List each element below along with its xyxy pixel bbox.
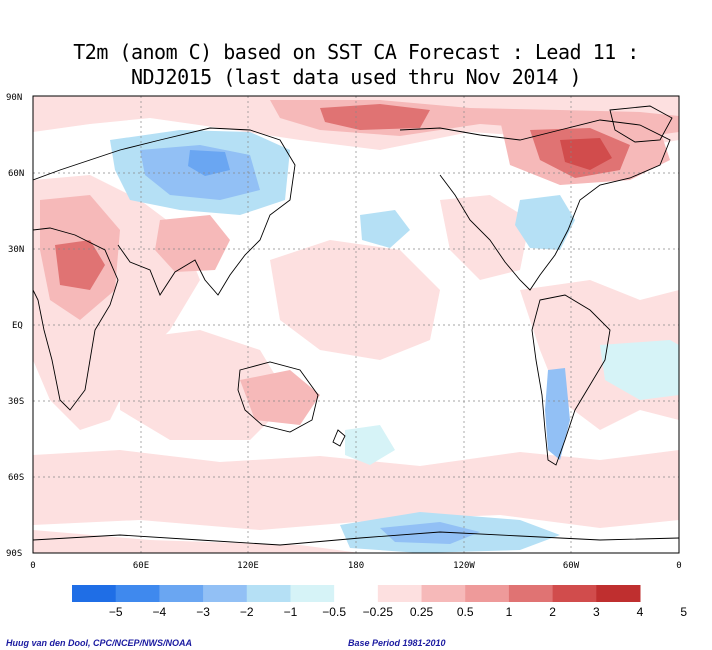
coast-australia — [237, 361, 319, 433]
longitude-axis: 0 60E 120E 180 120W 60W 0 — [30, 561, 681, 571]
lat-label-60s: 60S — [8, 473, 24, 483]
warm-anomaly-antarctic — [33, 530, 360, 553]
anomaly-field — [33, 96, 679, 553]
lon-label-120w: 120W — [453, 561, 475, 571]
colorbar-swatch — [377, 585, 423, 602]
colorbar-swatch — [465, 585, 510, 602]
cold-anomaly-eastern-us — [515, 195, 575, 250]
coast-south-america — [531, 294, 611, 466]
coast-greenland — [609, 105, 673, 143]
colorbar-tick-label: 5 — [680, 605, 687, 619]
cold-anomaly-siberia-strong — [188, 150, 230, 176]
latitude-axis: 90N 60N 30N EQ 30S 60S 90S — [6, 93, 24, 559]
colorbar-swatch — [421, 585, 466, 602]
lat-label-30s: 30S — [8, 397, 24, 407]
cold-anomaly-tasman — [345, 425, 395, 465]
warm-anomaly-southern-ocean — [33, 450, 679, 530]
warm-anomaly-sahara — [55, 240, 105, 290]
colorbar-swatch — [508, 585, 554, 602]
colorbar-tick-label: −5 — [109, 605, 123, 619]
graticule — [33, 96, 679, 553]
base-period-note: Base Period 1981-2010 — [348, 638, 446, 648]
lon-label-120e: 120E — [237, 561, 259, 571]
colorbar-tick-label: −1 — [284, 605, 298, 619]
coast-eurasia — [33, 127, 296, 296]
colorbar-tick-label: 0.25 — [410, 605, 434, 619]
lat-label-eq: EQ — [12, 321, 23, 331]
coast-africa — [33, 227, 119, 411]
colorbar: −5 −4 −3 −2 −1 −0.5 −0.25 0.25 0.5 1 2 3 4 5 — [72, 585, 687, 619]
lon-label-0: 0 — [30, 561, 35, 571]
coast-new-zealand — [332, 429, 346, 447]
coast-antarctica — [33, 531, 679, 546]
colorbar-tick-label: 2 — [549, 605, 556, 619]
cold-anomaly-north-pacific — [360, 210, 410, 248]
map-frame — [32, 95, 680, 554]
lat-label-90n: 90N — [6, 93, 22, 103]
cold-anomaly-south-pacific — [600, 340, 679, 400]
colorbar-swatch — [334, 585, 379, 602]
lon-label-60e: 60E — [133, 561, 149, 571]
colorbar-swatch — [290, 585, 335, 602]
colorbar-tick-label: −4 — [153, 605, 167, 619]
colorbar-tick-label: −2 — [240, 605, 254, 619]
colorbar-tick-label: 0.5 — [457, 605, 474, 619]
chart-title-line-1: T2m (anom C) based on SST CA Forecast : … — [73, 40, 639, 64]
colorbar-swatch — [596, 585, 641, 602]
coast-north-america — [399, 119, 671, 291]
warm-anomaly-australia — [240, 370, 320, 425]
lat-label-90s: 90S — [6, 549, 22, 559]
coastlines — [33, 105, 679, 546]
warm-anomaly-central-pacific — [270, 240, 440, 360]
warm-anomaly-east-pacific — [440, 195, 530, 280]
lon-label-60w: 60W — [563, 561, 580, 571]
colorbar-swatch — [246, 585, 291, 602]
colorbar-tick-label: 4 — [637, 605, 644, 619]
lon-label-0-east: 0 — [676, 561, 681, 571]
colorbar-swatch — [115, 585, 160, 602]
colorbar-swatch — [159, 585, 204, 602]
warm-anomaly-arctic-strong — [320, 104, 430, 130]
colorbar-tick-label: 1 — [506, 605, 513, 619]
colorbar-tick-label: −0.5 — [322, 605, 346, 619]
warm-anomaly-hudson-core — [560, 138, 612, 170]
lat-label-30n: 30N — [8, 245, 24, 255]
colorbar-swatch — [552, 585, 597, 602]
author-credit: Huug van den Dool, CPC/NCEP/NWS/NOAA — [6, 638, 193, 648]
colorbar-tick-label: 3 — [593, 605, 600, 619]
warm-anomaly-tibet — [155, 215, 230, 272]
colorbar-swatch — [203, 585, 248, 602]
chart-title-line-2: NDJ2015 (last data used thru Nov 2014 ) — [130, 65, 582, 89]
lat-label-60n: 60N — [8, 169, 24, 179]
lon-label-180: 180 — [348, 561, 364, 571]
cold-anomaly-andes — [545, 368, 570, 460]
colorbar-tick-label: −3 — [196, 605, 210, 619]
colorbar-swatch — [72, 585, 117, 602]
colorbar-tick-label: −0.25 — [363, 605, 394, 619]
